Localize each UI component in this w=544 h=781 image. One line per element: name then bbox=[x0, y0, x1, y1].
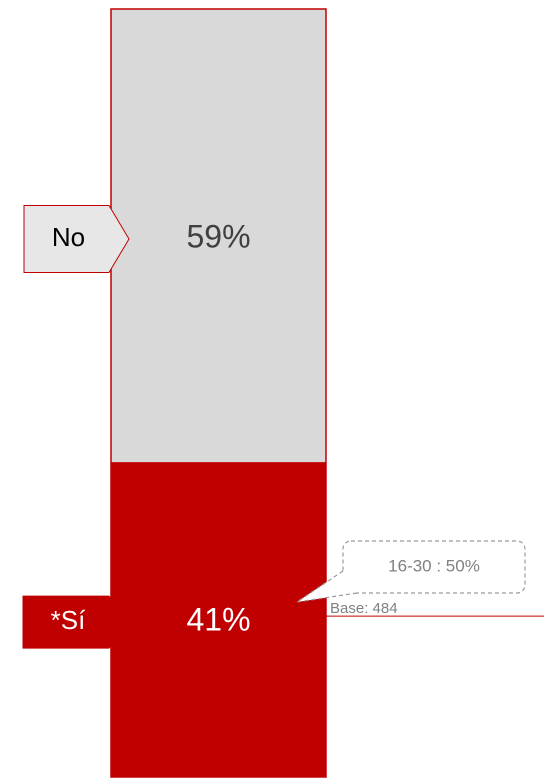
category-label-s: *Sí bbox=[51, 605, 86, 635]
callout-text: 16-30 : 50% bbox=[388, 556, 480, 575]
category-label-no: No bbox=[52, 222, 85, 252]
category-tag-s bbox=[22, 595, 130, 649]
callout-pointer-fill bbox=[297, 571, 357, 602]
base-note: Base: 484 bbox=[330, 600, 398, 617]
value-label-no: 59% bbox=[186, 218, 250, 254]
bar-outline bbox=[110, 8, 327, 778]
bar-segment-s bbox=[111, 462, 326, 777]
value-label-s: 41% bbox=[186, 602, 250, 638]
category-tag-no bbox=[23, 205, 130, 273]
bar-segment-no bbox=[111, 9, 326, 463]
callout-box bbox=[342, 540, 526, 594]
